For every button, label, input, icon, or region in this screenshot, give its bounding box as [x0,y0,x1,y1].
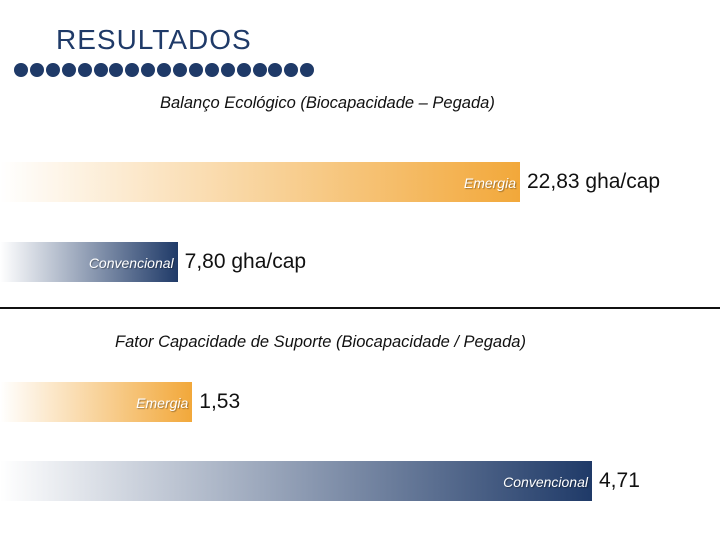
title-rule-dot [252,63,267,77]
title-rule-dot [268,63,283,77]
title-rule-dot [284,63,299,77]
title-rule-dot [220,63,235,77]
bar-value-label: 22,83 gha/cap [527,170,661,193]
title-rule-dot [204,63,219,77]
bar-convencional [0,242,178,282]
title-rule-dot [236,63,251,77]
title-rule-dot [77,63,92,77]
title-rule-dot [14,63,28,77]
bar-category-label: Emergia [136,395,189,411]
bar-category-label: Emergia [463,175,516,191]
bar-emergia [0,162,520,202]
title-rule-dot [109,63,124,77]
bar-value-label: 7,80 gha/cap [184,250,307,273]
title-rule-dot [157,63,172,77]
chart-title: Fator Capacidade de Suporte (Biocapacida… [115,333,526,351]
bar-category-label: Convencional [503,474,588,490]
bar-value-label: 1,53 [199,390,241,413]
title-rule-dot [29,63,44,77]
title-rule-dot [45,63,60,77]
slide-title: RESULTADOS [56,24,252,55]
bar-value-label: 4,71 [599,469,640,492]
bar-category-label: Convencional [88,255,174,271]
title-rule-dot [173,63,187,77]
title-rule-dot [188,63,203,77]
title-rule-dot [125,63,140,77]
title-rule-dot [141,63,156,77]
bar-emergia [0,382,193,422]
title-rule-dot [300,63,315,77]
bar-convencional [0,461,592,501]
title-rule-dot [93,63,108,77]
chart-title: Balanço Ecológico (Biocapacidade – Pegad… [160,94,495,112]
title-rule-dot [61,63,76,77]
section-divider [0,307,720,309]
